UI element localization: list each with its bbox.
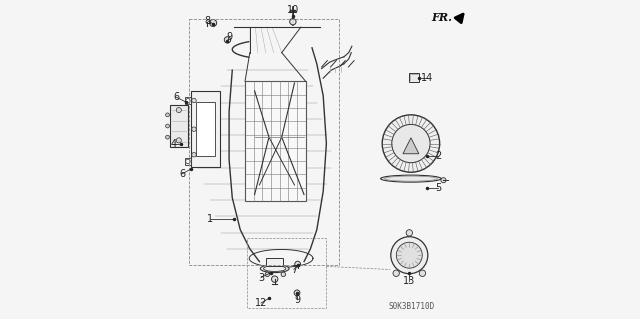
Circle shape [419,270,426,277]
Circle shape [166,124,170,128]
Circle shape [265,272,269,277]
Bar [266,258,284,266]
Circle shape [406,230,413,236]
Circle shape [294,290,300,296]
Circle shape [192,152,196,157]
Bar [189,19,339,265]
Text: 13: 13 [403,276,415,286]
Polygon shape [403,138,419,154]
Polygon shape [245,81,306,201]
Circle shape [186,99,190,103]
Text: 8: 8 [205,16,211,26]
Bar [246,238,326,308]
Circle shape [176,138,181,143]
Bar [185,97,191,104]
Text: 1: 1 [207,213,213,224]
Circle shape [382,115,440,172]
Circle shape [166,135,170,139]
Text: 10: 10 [287,4,299,15]
Text: 9: 9 [226,32,232,42]
Ellipse shape [260,265,289,272]
Text: 7: 7 [291,264,297,275]
Circle shape [176,108,181,113]
Circle shape [391,237,428,274]
Text: 12: 12 [255,298,267,308]
Circle shape [281,272,285,277]
Text: 6: 6 [179,169,185,179]
Circle shape [186,159,190,164]
Polygon shape [170,105,188,147]
Circle shape [393,270,399,277]
Circle shape [192,98,196,103]
Circle shape [224,37,230,43]
Circle shape [166,113,170,117]
Bar [409,73,419,82]
Circle shape [295,261,301,267]
Text: FR.: FR. [431,12,452,23]
Text: 4: 4 [170,138,177,149]
Text: 3: 3 [258,272,264,283]
Text: S0K3B1710D: S0K3B1710D [388,302,435,311]
Text: 2: 2 [435,151,441,161]
Circle shape [396,242,422,268]
Ellipse shape [381,175,441,182]
Circle shape [441,178,446,183]
Circle shape [392,124,430,163]
Text: 9: 9 [294,295,301,305]
Polygon shape [196,102,215,156]
Circle shape [210,19,217,26]
Circle shape [271,276,278,282]
Text: 5: 5 [435,183,441,193]
Bar [185,158,191,165]
Text: 6: 6 [173,92,179,102]
Circle shape [192,127,196,131]
Polygon shape [191,91,220,167]
Text: 14: 14 [420,73,433,83]
Circle shape [290,19,296,25]
